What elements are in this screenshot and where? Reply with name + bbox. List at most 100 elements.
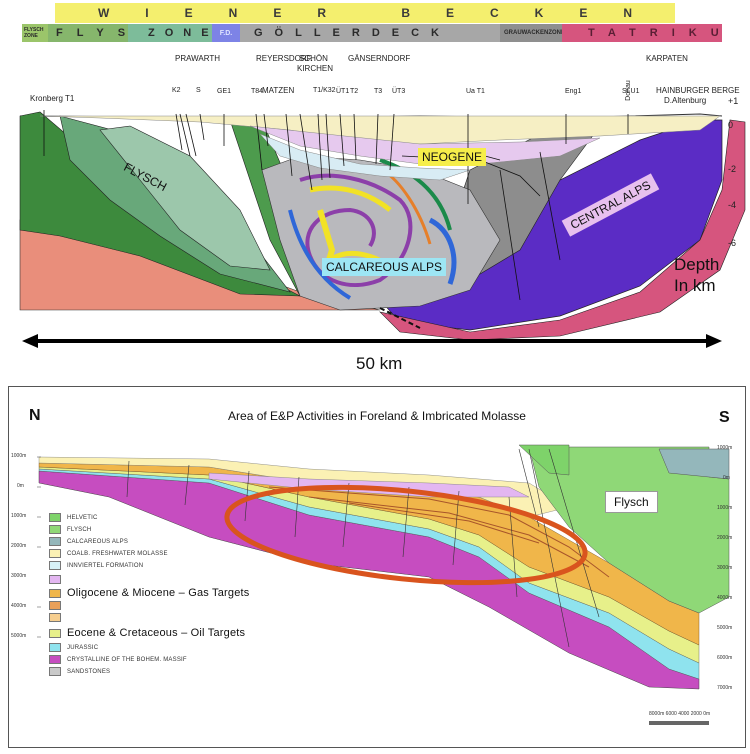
distance-scale-bar xyxy=(649,721,709,725)
well-label: S xyxy=(196,87,201,94)
calcareous-alps-nappe xyxy=(658,448,730,480)
distance-scale-label: 8000m 6000 4000 2000 0m xyxy=(649,711,711,717)
place-hainburger: HAINBURGER BERGE xyxy=(656,86,740,95)
place-altenburg: D.Altenburg xyxy=(664,96,707,105)
zone-tatrikum: TATRIKUM xyxy=(562,24,722,42)
legend-swatch xyxy=(49,655,61,664)
depth-label-right: 2000m xyxy=(717,535,733,541)
well-label: T3 xyxy=(374,88,383,95)
fold-green xyxy=(379,158,452,231)
legend-item: CRYSTALLINE OF THE BOHEM. MASSIF xyxy=(49,655,187,664)
neogene-layer-pink xyxy=(249,125,601,165)
e-and-p-area-ellipse xyxy=(224,484,588,586)
scale-bar-arrow xyxy=(22,334,722,348)
well-label: Ua T1 xyxy=(466,88,485,95)
legend-swatch xyxy=(49,667,61,676)
place-reyersdorf: REYERSDORF. xyxy=(256,54,313,63)
legend-label: SANDSTONES xyxy=(67,668,111,675)
depth-label-right: 1000m xyxy=(717,445,733,451)
zone-grauwacken: GRAUWACKENZONE xyxy=(500,24,562,42)
legend-swatch xyxy=(49,613,61,622)
legend-item: CALCAREOUS ALPS xyxy=(49,537,128,546)
legend-item: HELVETIC xyxy=(49,513,98,522)
well-label: St.U1 xyxy=(622,88,640,95)
legend-item xyxy=(49,575,67,584)
depth-label-right: 6000m xyxy=(717,655,733,661)
legend-label: CRYSTALLINE OF THE BOHEM. MASSIF xyxy=(67,656,187,663)
depth-caption: Depth In km xyxy=(674,254,719,296)
gas-target-lamina xyxy=(308,496,590,568)
unit-label-neogene: NEOGENE xyxy=(418,148,487,166)
legend-item xyxy=(49,613,67,622)
zone-flysch-zone: FLYSCH ZONE xyxy=(22,24,48,42)
place-schoen: SCHÖN xyxy=(299,54,328,63)
fold-yellow xyxy=(309,185,392,212)
depth-label-right: 0m xyxy=(723,475,730,481)
zone-flysch: FLYSCH xyxy=(48,24,128,42)
legend-label: HELVETIC xyxy=(67,514,98,521)
place-kirchen: KIRCHEN xyxy=(297,64,334,73)
flysch-belt-light xyxy=(99,125,271,271)
molasse-section-panel: N S Area of E&P Activities in Foreland &… xyxy=(8,386,746,748)
depth-tick: 0 xyxy=(728,120,734,130)
molasse-section-title: Area of E&P Activities in Foreland & Imb… xyxy=(228,409,526,423)
legend-swatch xyxy=(49,525,61,534)
well-label: ÜT1 xyxy=(336,88,350,95)
well-label: K2 xyxy=(172,87,181,94)
place-kronberg: Kronberg T1 xyxy=(30,94,75,103)
depth-label-right: 3000m xyxy=(717,565,733,571)
depth-tick: -2 xyxy=(728,164,737,174)
legend-swatch xyxy=(49,561,61,570)
well-label: T84 xyxy=(251,88,264,95)
depth-label-right: 1000m xyxy=(717,505,733,511)
fold-blue xyxy=(428,217,457,285)
legend-label: Eocene & Cretaceous – Oil Targets xyxy=(67,627,246,639)
legend-item: Eocene & Cretaceous – Oil Targets xyxy=(49,627,245,639)
legend-item: FLYSCH xyxy=(49,525,91,534)
pink-molasse-lens xyxy=(208,472,530,498)
north-label: N xyxy=(29,407,41,424)
legend-swatch xyxy=(49,628,61,638)
well-label: Eng1 xyxy=(565,88,582,95)
zone-fd: F.D. xyxy=(212,24,240,42)
depth-label-left: 2000m xyxy=(11,543,27,549)
legend-swatch xyxy=(49,513,61,522)
depth-label-right: 5000m xyxy=(717,625,733,631)
south-label: S xyxy=(719,409,730,426)
zone-goller-deck: GÖLLERDECK xyxy=(240,24,500,42)
molasse-section-graphic xyxy=(37,444,730,725)
place-gaenserndorf: GÄNSERNDORF xyxy=(348,54,411,63)
well-label: ÜT3 xyxy=(392,88,406,95)
well-label: GE1 xyxy=(217,88,232,95)
flysch-label: Flysch xyxy=(605,491,658,513)
legend-item: SANDSTONES xyxy=(49,667,110,676)
tatrikum-basement xyxy=(379,119,746,340)
legend-swatch xyxy=(49,537,61,546)
depth-label-left: 1000m xyxy=(11,453,27,459)
depth-label-left: 0m xyxy=(17,483,24,489)
helvetic-slice xyxy=(518,444,570,476)
alpine-cross-section-panel: WIENER BECKEN FLYSCH ZONE FLYSCH ZONE F.… xyxy=(19,3,746,373)
legend-label: COALB. FRESHWATER MOLASSE xyxy=(67,550,168,557)
well-label: T2 xyxy=(350,88,359,95)
depth-tick: -6 xyxy=(728,238,737,248)
legend-swatch xyxy=(49,601,61,610)
place-matzen: MATZEN xyxy=(262,86,295,95)
zone-zone: ZONE xyxy=(128,24,212,42)
depth-caption-line1: Depth xyxy=(674,255,720,274)
depth-label-left: 1000m xyxy=(11,513,27,519)
depth-label-left: 4000m xyxy=(11,603,27,609)
place-prawarth: PRAWARTH xyxy=(175,54,221,63)
legend-item: JURASSIC xyxy=(49,643,98,652)
legend-item: COALB. FRESHWATER MOLASSE xyxy=(49,549,168,558)
legend-item: Oligocene & Miocene – Gas Targets xyxy=(49,587,250,599)
legend-label: CALCAREOUS ALPS xyxy=(67,538,129,545)
depth-label-right: 4000m xyxy=(717,595,733,601)
fold-purple xyxy=(299,173,413,288)
legend-item: INNVIERTEL FORMATION xyxy=(49,561,143,570)
legend-label: Oligocene & Miocene – Gas Targets xyxy=(67,587,250,599)
basin-title-bar: WIENER BECKEN xyxy=(55,3,675,23)
depth-label-right: 7000m xyxy=(717,685,733,691)
gas-target-lamina xyxy=(348,502,540,544)
depth-label-left: 3000m xyxy=(11,573,27,579)
